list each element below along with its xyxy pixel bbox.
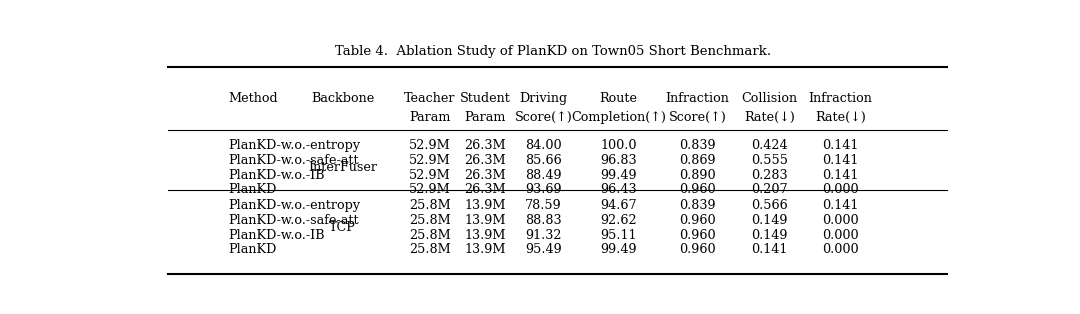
Text: 0.283: 0.283 (751, 169, 787, 181)
Text: 0.141: 0.141 (822, 169, 859, 181)
Text: 0.869: 0.869 (679, 154, 716, 167)
Text: 26.3M: 26.3M (464, 169, 505, 181)
Text: Backbone: Backbone (311, 92, 374, 105)
Text: Teacher: Teacher (404, 92, 456, 105)
Text: Score(↑): Score(↑) (514, 111, 572, 124)
Text: 95.49: 95.49 (525, 243, 562, 257)
Text: 0.566: 0.566 (751, 199, 787, 212)
Text: 26.3M: 26.3M (464, 139, 505, 152)
Text: Score(↑): Score(↑) (669, 111, 727, 124)
Text: 96.83: 96.83 (600, 154, 637, 167)
Text: Route: Route (599, 92, 638, 105)
Text: 0.000: 0.000 (822, 243, 859, 257)
Text: 0.000: 0.000 (822, 229, 859, 242)
Text: 78.59: 78.59 (525, 199, 562, 212)
Text: PlanKD-w.o.-IB: PlanKD-w.o.-IB (229, 169, 325, 181)
Text: 94.67: 94.67 (600, 199, 637, 212)
Text: Rate(↓): Rate(↓) (744, 111, 795, 124)
Text: 0.000: 0.000 (822, 214, 859, 227)
Text: 88.49: 88.49 (525, 169, 562, 181)
Text: 25.8M: 25.8M (408, 229, 450, 242)
Text: PlanKD-w.o.-entropy: PlanKD-w.o.-entropy (229, 139, 361, 152)
Text: PlanKD-w.o.-entropy: PlanKD-w.o.-entropy (229, 199, 361, 212)
Text: TCP: TCP (329, 221, 356, 234)
Text: PlanKD: PlanKD (229, 183, 278, 196)
Text: 0.890: 0.890 (679, 169, 716, 181)
Text: 52.9M: 52.9M (408, 169, 450, 181)
Text: 0.960: 0.960 (679, 229, 716, 242)
Text: Infraction: Infraction (665, 92, 729, 105)
Text: 13.9M: 13.9M (464, 199, 505, 212)
Text: 85.66: 85.66 (525, 154, 562, 167)
Text: Method: Method (229, 92, 279, 105)
Text: 52.9M: 52.9M (408, 154, 450, 167)
Text: Driving: Driving (519, 92, 567, 105)
Text: 91.32: 91.32 (525, 229, 562, 242)
Text: PlanKD: PlanKD (229, 243, 278, 257)
Text: Completion(↑): Completion(↑) (571, 111, 666, 124)
Text: Student: Student (459, 92, 511, 105)
Text: 99.49: 99.49 (600, 243, 637, 257)
Text: 26.3M: 26.3M (464, 154, 505, 167)
Text: 0.960: 0.960 (679, 214, 716, 227)
Text: 0.141: 0.141 (822, 154, 859, 167)
Text: 0.149: 0.149 (752, 214, 787, 227)
Text: 0.424: 0.424 (751, 139, 787, 152)
Text: 92.62: 92.62 (600, 214, 637, 227)
Text: 25.8M: 25.8M (408, 214, 450, 227)
Text: 0.960: 0.960 (679, 183, 716, 196)
Text: 0.207: 0.207 (751, 183, 787, 196)
Text: 0.555: 0.555 (751, 154, 788, 167)
Text: 84.00: 84.00 (525, 139, 562, 152)
Text: Collision: Collision (741, 92, 797, 105)
Text: Param: Param (409, 111, 450, 124)
Text: 95.11: 95.11 (600, 229, 637, 242)
Text: 0.141: 0.141 (752, 243, 787, 257)
Text: PlanKD-w.o.-IB: PlanKD-w.o.-IB (229, 229, 325, 242)
Text: Rate(↓): Rate(↓) (815, 111, 866, 124)
Text: Infraction: Infraction (809, 92, 873, 105)
Text: 0.000: 0.000 (822, 183, 859, 196)
Text: 52.9M: 52.9M (408, 183, 450, 196)
Text: PlanKD-w.o.-safe-att: PlanKD-w.o.-safe-att (229, 154, 360, 167)
Text: 0.839: 0.839 (679, 139, 716, 152)
Text: 0.141: 0.141 (822, 139, 859, 152)
Text: 99.49: 99.49 (600, 169, 637, 181)
Text: 93.69: 93.69 (525, 183, 562, 196)
Text: 88.83: 88.83 (525, 214, 562, 227)
Text: 25.8M: 25.8M (408, 199, 450, 212)
Text: 13.9M: 13.9M (464, 229, 505, 242)
Text: 100.0: 100.0 (600, 139, 637, 152)
Text: Param: Param (464, 111, 505, 124)
Text: 0.141: 0.141 (822, 199, 859, 212)
Text: 52.9M: 52.9M (408, 139, 450, 152)
Text: 13.9M: 13.9M (464, 243, 505, 257)
Text: 0.149: 0.149 (752, 229, 787, 242)
Text: 13.9M: 13.9M (464, 214, 505, 227)
Text: Table 4.  Ablation Study of PlanKD on Town05 Short Benchmark.: Table 4. Ablation Study of PlanKD on Tow… (336, 45, 771, 58)
Text: 25.8M: 25.8M (408, 243, 450, 257)
Text: InterFuser: InterFuser (308, 161, 377, 175)
Text: 26.3M: 26.3M (464, 183, 505, 196)
Text: 0.839: 0.839 (679, 199, 716, 212)
Text: 96.43: 96.43 (600, 183, 637, 196)
Text: PlanKD-w.o.-safe-att: PlanKD-w.o.-safe-att (229, 214, 360, 227)
Text: 0.960: 0.960 (679, 243, 716, 257)
